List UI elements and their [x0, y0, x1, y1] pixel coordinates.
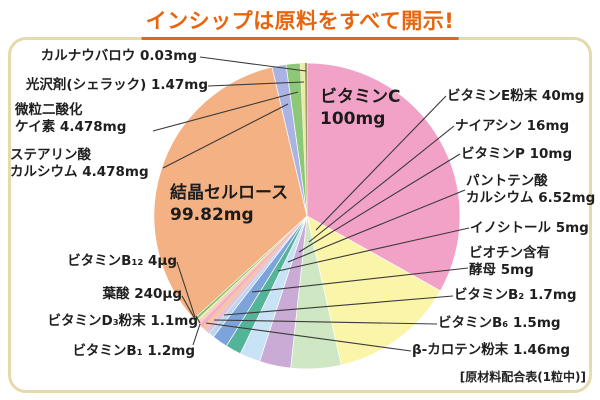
leader-line-calcium-pantothenate	[287, 189, 466, 263]
page-title: インシップは原料をすべて開示!	[141, 5, 459, 40]
label-crystalline-cellulose: 結晶セルロース 99.82mg	[170, 183, 289, 225]
label-silicon-dioxide: 微粒二酸化 ケイ素 4.478mg	[15, 102, 127, 135]
label-vitamin-b6: ビタミンB₆ 1.5mg	[438, 315, 561, 331]
label-vitamin-b1: ビタミンB₁ 1.2mg	[72, 343, 195, 359]
pie-slice-crystalline-cellulose	[153, 66, 308, 320]
pie-slice-vitamin-b1	[199, 216, 307, 328]
label-beta-carotene: β-カロテン粉末 1.46mg	[412, 342, 571, 358]
leader-line-beta-carotene	[205, 322, 412, 352]
source-note: [原材料配合表(1粒中)]	[459, 370, 586, 384]
leader-line-vitamin-b6	[213, 319, 438, 325]
label-vitamin-b12: ビタミンB₁₂ 4μg	[67, 253, 177, 269]
label-vitamin-p: ビタミンP 10mg	[461, 146, 573, 162]
label-vitamin-e: ビタミンE粉末 40mg	[447, 88, 585, 104]
leader-line-folic-acid	[181, 295, 196, 320]
leader-line-inositol	[277, 227, 470, 272]
label-vitamin-c: ビタミンC 100mg	[320, 87, 401, 129]
leader-line-shellac	[207, 81, 305, 87]
label-folic-acid: 葉酸 240μg	[102, 286, 182, 302]
label-vitamin-d3: ビタミンD₃粉末 1.1mg	[47, 313, 198, 329]
pie-slice-silicon-dioxide	[285, 62, 308, 217]
leader-line-biotin-yeast	[251, 267, 469, 293]
label-biotin-yeast: ビオチン含有 酵母 5mg	[469, 245, 550, 278]
pie-slice-shellac	[300, 63, 307, 217]
leader-line-vitamin-b1	[192, 323, 201, 346]
label-vitamin-b2: ビタミンB₂ 1.7mg	[454, 287, 577, 303]
pie-slice-carnauba-wax	[304, 62, 307, 217]
pie-slice-folic-acid	[195, 216, 307, 323]
pie-slice-vitamin-c	[306, 62, 461, 292]
leader-line-niacin	[308, 125, 455, 243]
leader-line-carnauba-wax	[199, 56, 307, 72]
pie-slice-vitamin-b2	[208, 215, 308, 338]
leader-line-vitamin-d3	[195, 315, 201, 324]
label-calcium-stearate: ステアリン酸 カルシウム 4.478mg	[10, 147, 149, 180]
pie-slice-beta-carotene	[202, 216, 307, 331]
label-calcium-pantothenate: パントテン酸 カルシウム 6.52mg	[466, 173, 596, 206]
leader-line-vitamin-b12	[176, 261, 196, 318]
label-shellac: 光沢剤(シェラック) 1.47mg	[25, 77, 208, 93]
leader-line-silicon-dioxide	[152, 91, 299, 132]
leader-line-vitamin-e	[315, 95, 447, 231]
leader-line-vitamin-p	[298, 153, 461, 253]
leader-line-vitamin-b2	[223, 295, 454, 316]
label-niacin: ナイアシン 16mg	[455, 118, 570, 134]
pie-slice-vitamin-d3	[196, 216, 307, 325]
leader-line-calcium-stearate	[162, 103, 289, 169]
label-carnauba-wax: カルナウバロウ 0.03mg	[40, 48, 197, 64]
pie-slice-vitamin-b6	[205, 216, 307, 334]
label-inositol: イノシトール 5mg	[470, 220, 589, 236]
